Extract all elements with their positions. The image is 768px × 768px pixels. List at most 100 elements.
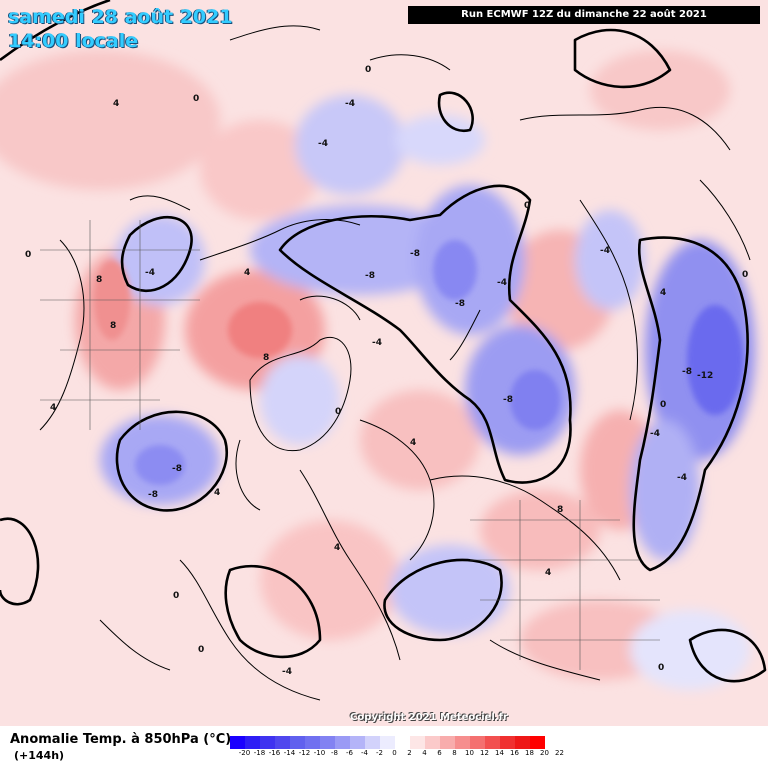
label-8-b: 8: [110, 321, 116, 331]
label-m4-e: -4: [650, 429, 660, 439]
label-0-e: 0: [660, 400, 666, 410]
legend-swatch: [380, 736, 395, 749]
label-m8-f: -8: [682, 367, 692, 377]
legend-tick: 6: [437, 749, 442, 757]
label-4-b: 4: [410, 438, 416, 448]
legend-swatch: [305, 736, 320, 749]
legend-swatch: [245, 736, 260, 749]
legend-tick: 4: [422, 749, 427, 757]
legend-swatch: [260, 736, 275, 749]
label-m4-c: -4: [145, 268, 155, 278]
legend-swatch: [410, 736, 425, 749]
label-0-a: 0: [365, 65, 371, 75]
label-m8-d: -8: [503, 395, 513, 405]
label-m4-g: -4: [282, 667, 292, 677]
legend-tick: -8: [331, 749, 338, 757]
label-m8-e: -8: [148, 490, 158, 500]
legend-tick: 0: [392, 749, 397, 757]
legend-tick: -16: [268, 749, 281, 757]
legend-swatch: [530, 736, 545, 749]
coastlines: [39, 25, 751, 701]
zero-contours: [0, 0, 767, 683]
legend-tick: 22: [555, 749, 564, 757]
legend-swatch: [275, 736, 290, 749]
legend-swatch: [455, 736, 470, 749]
legend-tick: -18: [253, 749, 266, 757]
run-info: Run ECMWF 12Z du dimanche 22 août 2021: [408, 6, 760, 24]
legend-tick: 10: [465, 749, 474, 757]
label-4-f: 4: [660, 288, 666, 298]
label-m8-a: -8: [410, 249, 420, 259]
contour-labels: -12 -8 -8 -8 -8 -8 -8 -8 8 8 8 8 -4 -4 -…: [25, 65, 748, 677]
legend-swatch: [290, 736, 305, 749]
legend-tick: -10: [313, 749, 326, 757]
legend-swatches: [230, 736, 567, 749]
label-8-d: 8: [263, 353, 269, 363]
label-m4-f: -4: [677, 473, 687, 483]
grid-borders: [40, 220, 660, 670]
label-12: -12: [697, 371, 713, 381]
legend-tick: -4: [361, 749, 368, 757]
label-m4-h: -4: [372, 338, 382, 348]
legend-swatch: [425, 736, 440, 749]
label-m8-g: -8: [172, 464, 182, 474]
label-0-b: 0: [25, 250, 31, 260]
anomaly-field: [0, 50, 755, 690]
label-0-f: 0: [742, 270, 748, 280]
copyright: Copyright 2021 Meteociel.fr: [350, 712, 508, 723]
legend-swatch: [440, 736, 455, 749]
legend-tick: -12: [298, 749, 311, 757]
legend-swatch: [320, 736, 335, 749]
label-4-d: 4: [244, 268, 250, 278]
legend-tick: 12: [480, 749, 489, 757]
label-4-c: 4: [334, 543, 340, 553]
legend-tick: 20: [540, 749, 549, 757]
label-8-a: 8: [96, 275, 102, 285]
label-4-h: 4: [50, 403, 56, 413]
color-legend: -20 -18 -16 -14 -12 -10 -8 -6 -4 -2 0 2 4 6 8 10 12 14 16 1…: [230, 736, 567, 757]
label-m8-b: -8: [365, 271, 375, 281]
label-8-c: 8: [557, 505, 563, 515]
label-4-a: 4: [113, 99, 119, 109]
legend-swatch: [485, 736, 500, 749]
legend-swatch: [470, 736, 485, 749]
legend-ticks: -20 -18 -16 -14 -12 -10 -8 -6 -4 -2 0 2 4 6 8 10 12 14 16 1…: [237, 749, 567, 757]
legend-tick: -2: [376, 749, 383, 757]
chart-title: Anomalie Temp. à 850hPa (°C): [10, 732, 232, 747]
label-0-h: 0: [335, 407, 341, 417]
legend-tick: -14: [283, 749, 296, 757]
legend-swatch: [395, 736, 410, 749]
label-m4-a: -4: [345, 99, 355, 109]
label-0-c: 0: [173, 591, 179, 601]
legend-swatch: [515, 736, 530, 749]
footer: Anomalie Temp. à 850hPa (°C) (+144h) -20…: [0, 726, 768, 768]
anomaly-cores: [94, 240, 743, 485]
label-0-j: 0: [193, 94, 199, 104]
legend-swatch: [500, 736, 515, 749]
label-4-g: 4: [214, 488, 220, 498]
legend-tick: 14: [495, 749, 504, 757]
label-m8-c: -8: [455, 299, 465, 309]
legend-tick: 8: [452, 749, 457, 757]
anomaly-map: -12 -8 -8 -8 -8 -8 -8 -8 8 8 8 8 -4 -4 -…: [0, 0, 768, 726]
legend-tick: -6: [346, 749, 353, 757]
legend-swatch: [335, 736, 350, 749]
legend-swatch: [365, 736, 380, 749]
label-0-d: 0: [198, 645, 204, 655]
label-m4-i: -4: [497, 278, 507, 288]
legend-tick: 2: [407, 749, 412, 757]
forecast-step: (+144h): [14, 749, 65, 762]
forecast-date: samedi 28 août 2021: [8, 6, 233, 28]
legend-tick: 18: [525, 749, 534, 757]
legend-swatch: [350, 736, 365, 749]
label-4-e: 4: [545, 568, 551, 578]
legend-tick: 16: [510, 749, 519, 757]
label-m4-b: -4: [318, 139, 328, 149]
label-0-i: 0: [658, 663, 664, 673]
label-m4-d: -4: [600, 246, 610, 256]
forecast-time: 14:00 locale: [8, 30, 139, 52]
legend-tick: -20: [238, 749, 251, 757]
label-0-g: 0: [524, 201, 530, 211]
legend-swatch: [230, 736, 245, 749]
